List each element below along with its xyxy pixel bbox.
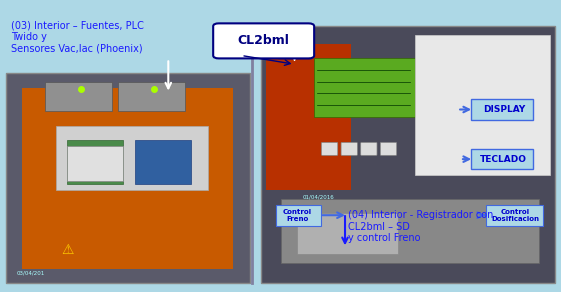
Text: 01/04/2016: 01/04/2016: [303, 194, 335, 199]
FancyBboxPatch shape: [380, 142, 397, 155]
FancyBboxPatch shape: [213, 23, 314, 58]
Text: Control
Dosificacion: Control Dosificacion: [491, 209, 539, 222]
Text: Control
Freno: Control Freno: [283, 209, 312, 222]
FancyBboxPatch shape: [361, 142, 377, 155]
Text: SD: SD: [288, 44, 301, 53]
FancyBboxPatch shape: [280, 199, 539, 263]
FancyBboxPatch shape: [278, 39, 311, 58]
FancyBboxPatch shape: [341, 142, 357, 155]
Text: CL2bml: CL2bml: [238, 34, 289, 47]
FancyBboxPatch shape: [297, 213, 398, 254]
FancyBboxPatch shape: [266, 44, 351, 190]
FancyBboxPatch shape: [314, 58, 415, 117]
FancyBboxPatch shape: [67, 146, 123, 181]
Text: (03) Interior – Fuentes, PLC
Twido y
Sensores Vac,Iac (Phoenix): (03) Interior – Fuentes, PLC Twido y Sen…: [11, 20, 144, 54]
Text: TECLADO: TECLADO: [480, 155, 527, 164]
FancyBboxPatch shape: [261, 26, 555, 283]
FancyBboxPatch shape: [415, 35, 550, 175]
Text: ⚠: ⚠: [61, 243, 73, 257]
FancyBboxPatch shape: [321, 142, 338, 155]
FancyBboxPatch shape: [118, 82, 185, 111]
FancyBboxPatch shape: [135, 140, 191, 184]
Text: (04) Interior - Registrador con
CL2bml – SD
y control Freno: (04) Interior - Registrador con CL2bml –…: [348, 210, 493, 244]
FancyBboxPatch shape: [276, 205, 321, 226]
FancyBboxPatch shape: [471, 99, 533, 120]
Text: DISPLAY: DISPLAY: [482, 105, 525, 114]
FancyBboxPatch shape: [486, 205, 543, 226]
FancyBboxPatch shape: [67, 140, 123, 184]
FancyBboxPatch shape: [471, 149, 533, 169]
FancyBboxPatch shape: [56, 126, 208, 190]
Text: 03/04/201: 03/04/201: [17, 270, 45, 275]
FancyBboxPatch shape: [22, 88, 233, 269]
FancyBboxPatch shape: [45, 82, 112, 111]
FancyBboxPatch shape: [6, 73, 250, 283]
